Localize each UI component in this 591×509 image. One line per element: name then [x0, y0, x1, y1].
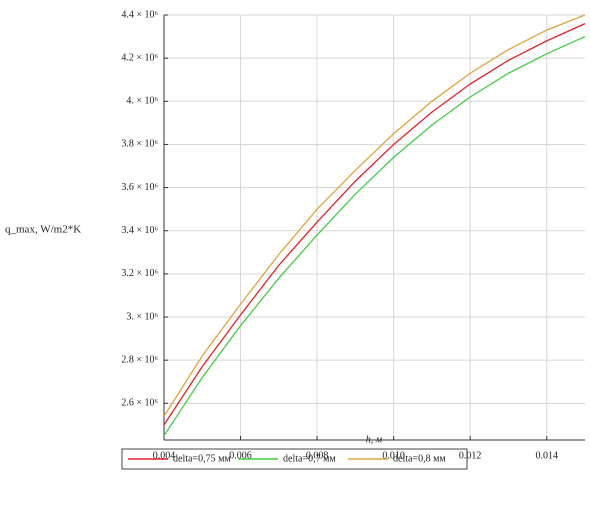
- x-tick-label: 0.010: [382, 450, 405, 461]
- legend-label: delta=0,75 мм: [173, 453, 231, 464]
- x-tick-label: 0.004: [153, 450, 176, 461]
- y-tick-label: 3.4 × 10⁶: [121, 225, 158, 236]
- x-tick-label: 0.006: [229, 450, 252, 461]
- x-tick-label: 0.008: [306, 450, 329, 461]
- y-tick-label: 2.6 × 10⁶: [121, 398, 158, 409]
- y-tick-label: 4. × 10⁶: [126, 96, 158, 107]
- y-tick-label: 3.2 × 10⁶: [121, 268, 158, 279]
- x-tick-label: 0.012: [459, 450, 482, 461]
- y-tick-label: 3.6 × 10⁶: [121, 182, 158, 193]
- y-tick-label: 4.2 × 10⁶: [121, 52, 158, 63]
- y-tick-label: 2.8 × 10⁶: [121, 354, 158, 365]
- y-tick-label: 4.4 × 10⁶: [121, 9, 158, 20]
- series-line: [163, 14, 586, 417]
- y-tick-label: 3.8 × 10⁶: [121, 139, 158, 150]
- series-line: [163, 35, 586, 437]
- x-tick-label: 0.014: [535, 450, 558, 461]
- legend-box: [121, 448, 468, 470]
- y-tick-label: 3. × 10⁶: [126, 311, 158, 322]
- y-axis-label: q_max, W/m2*K: [5, 224, 81, 236]
- legend-label: delta=0,7 мм: [283, 453, 336, 464]
- series-line: [163, 23, 586, 426]
- legend-label: delta=0,8 мм: [393, 453, 446, 464]
